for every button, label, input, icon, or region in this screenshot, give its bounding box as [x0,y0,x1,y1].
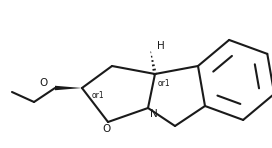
Text: N: N [150,109,158,119]
Text: or1: or1 [92,91,105,100]
Polygon shape [55,86,82,90]
Text: or1: or1 [158,78,171,87]
Text: O: O [39,78,47,88]
Text: O: O [103,124,111,134]
Text: H: H [157,41,165,51]
